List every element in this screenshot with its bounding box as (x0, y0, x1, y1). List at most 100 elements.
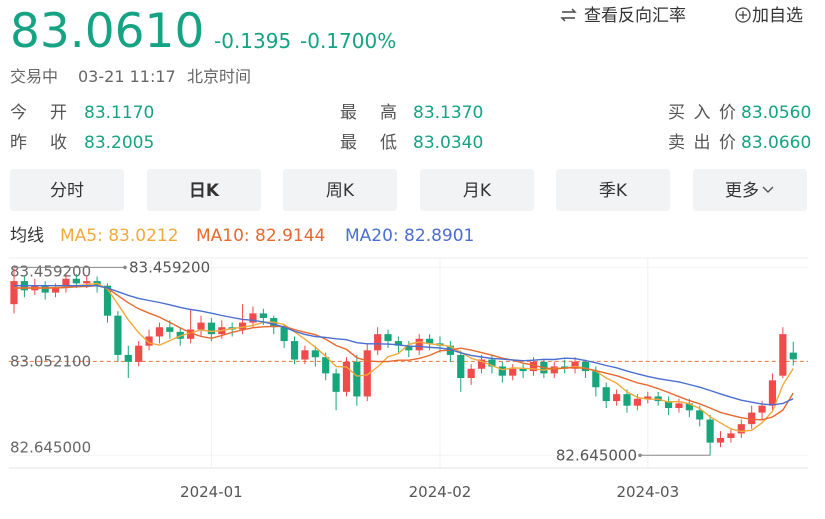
stat-label: 最低 (340, 133, 397, 153)
candle-body (613, 394, 621, 402)
candle-body (72, 278, 80, 284)
legend-entry: MA5: 83.0212 (60, 226, 179, 246)
candle-body (363, 350, 371, 397)
stat-value: 83.1370 (413, 103, 483, 123)
candle-body (41, 285, 49, 293)
candle-body (311, 350, 319, 358)
legend-entry: MA20: 82.8901 (345, 226, 474, 246)
candle-body (685, 403, 693, 411)
candle-body (675, 403, 683, 408)
candle-body (62, 278, 70, 288)
stat-value: 83.1170 (84, 103, 154, 123)
tab-label[interactable]: 月K (463, 181, 492, 201)
tab-label[interactable]: 日K (189, 181, 220, 201)
tab[interactable] (556, 169, 670, 211)
candle-body (280, 327, 288, 342)
min-label: 82.645000 (556, 446, 637, 464)
tab-label[interactable]: 周K (326, 181, 355, 201)
candle-body (758, 405, 766, 413)
tab[interactable] (283, 169, 397, 211)
candle-body (290, 341, 299, 360)
candle-body (768, 380, 777, 406)
max-marker-dot (123, 265, 127, 270)
legend-entry: MA10: 82.9144 (196, 226, 325, 246)
candle-body (322, 357, 330, 374)
x-tick-label: 2024-01 (180, 483, 243, 501)
y-tick-label: 82.645000 (10, 438, 91, 456)
candle-body (135, 345, 143, 362)
candle-body (155, 327, 164, 337)
stat-value: 83.0660 (741, 133, 811, 153)
candle-body (301, 350, 309, 360)
candle-body (706, 419, 714, 443)
candle-body (737, 424, 745, 434)
candle-body (602, 387, 610, 402)
candle-body (207, 322, 216, 335)
status: 交易中 (10, 67, 58, 86)
tab[interactable] (693, 169, 807, 211)
stat-label: 昨收 (10, 133, 67, 153)
y-tick-label: 83.459200 (10, 262, 91, 280)
y-tick-label: 83.052100 (10, 352, 91, 370)
ma-title: 均线 (10, 226, 44, 246)
tab[interactable] (420, 169, 534, 211)
price: 83.0610 (10, 4, 204, 59)
candle-body (342, 361, 351, 392)
candle-body (696, 410, 704, 420)
ma-line (14, 285, 794, 406)
candle-body (529, 361, 538, 372)
stat-label: 最高 (340, 103, 397, 123)
candle-body (114, 315, 122, 355)
candle-body (353, 361, 361, 397)
candle-body (249, 313, 257, 323)
tab-label[interactable]: 更多 (725, 181, 759, 201)
candle-body (51, 288, 60, 293)
candle-body (415, 338, 423, 351)
candle-body (477, 359, 486, 369)
candle-body (789, 352, 797, 360)
candle-body (457, 354, 465, 378)
candle-body (384, 334, 392, 342)
candle-body (519, 368, 527, 372)
time: 03-21 11:17 (78, 67, 176, 86)
stat-label: 买入价 (668, 103, 736, 123)
candle-body (571, 361, 579, 369)
dropdown-icon (762, 186, 774, 193)
candle-body (394, 341, 403, 346)
swap-icon[interactable] (560, 8, 577, 22)
candle-body (166, 327, 174, 332)
stat-value: 83.0340 (413, 133, 483, 153)
candle-body (581, 361, 590, 372)
tab[interactable] (10, 169, 124, 211)
candle-body (498, 366, 506, 376)
candle-body (83, 281, 91, 284)
tab-label[interactable]: 分时 (50, 181, 84, 201)
stat-label: 卖出价 (668, 133, 736, 153)
candle-body (332, 373, 340, 392)
tab[interactable] (147, 169, 261, 211)
stat-label: 今开 (10, 103, 67, 123)
chart: 2024-01 2024-02 2024-03 82.645000 83.052100 8… (8, 257, 808, 501)
candle-body (748, 412, 756, 425)
candle-body (779, 334, 787, 376)
candle-body (425, 338, 434, 344)
candle-body (488, 359, 496, 367)
x-tick-label: 2024-03 (616, 483, 679, 501)
stat-value: 83.2005 (84, 133, 154, 153)
tab-label[interactable]: 季K (599, 181, 628, 201)
candle-body (509, 368, 517, 376)
timezone: 北京时间 (187, 67, 251, 86)
add-icon[interactable] (735, 7, 751, 23)
candle-body (374, 334, 382, 351)
candle-body (405, 345, 413, 351)
candle-body (716, 438, 725, 443)
candle-body (10, 281, 18, 305)
candle-body (664, 401, 673, 408)
candle-body (633, 398, 641, 406)
change: -0.1395 (214, 29, 291, 53)
add-watchlist-button[interactable]: 加自选 (752, 6, 803, 26)
stat-value: 83.0560 (741, 103, 811, 123)
candle-body (623, 394, 631, 406)
reverse-rate-button[interactable]: 查看反向汇率 (584, 6, 686, 26)
